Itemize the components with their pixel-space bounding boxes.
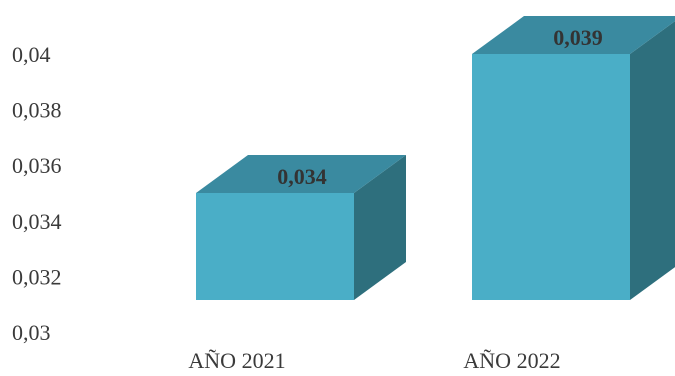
bar-2: 0,039 bbox=[472, 16, 675, 300]
x-axis: AÑO 2021 AÑO 2022 bbox=[188, 348, 560, 373]
y-tick-label: 0,036 bbox=[12, 153, 62, 178]
bar-front-face bbox=[196, 193, 354, 300]
bar-1: 0,034 bbox=[196, 155, 406, 300]
y-tick-label: 0,03 bbox=[12, 320, 51, 345]
bar-top-face bbox=[196, 155, 406, 193]
x-category-label: AÑO 2021 bbox=[188, 348, 285, 373]
y-tick-label: 0,04 bbox=[12, 42, 51, 67]
bar-side-face bbox=[354, 155, 406, 300]
x-category-label: AÑO 2022 bbox=[463, 348, 560, 373]
bar-side-face bbox=[630, 21, 675, 300]
y-tick-label: 0,032 bbox=[12, 264, 62, 289]
data-label: 0,034 bbox=[277, 164, 327, 189]
y-tick-label: 0,038 bbox=[12, 98, 62, 123]
bars: 0,034 0,039 bbox=[196, 16, 675, 300]
bar-front-face bbox=[472, 54, 630, 300]
bar-top-face bbox=[472, 16, 675, 54]
data-label: 0,039 bbox=[553, 25, 603, 50]
y-tick-label: 0,034 bbox=[12, 209, 62, 234]
y-axis: 0,03 0,032 0,034 0,036 0,038 0,04 bbox=[12, 42, 62, 345]
